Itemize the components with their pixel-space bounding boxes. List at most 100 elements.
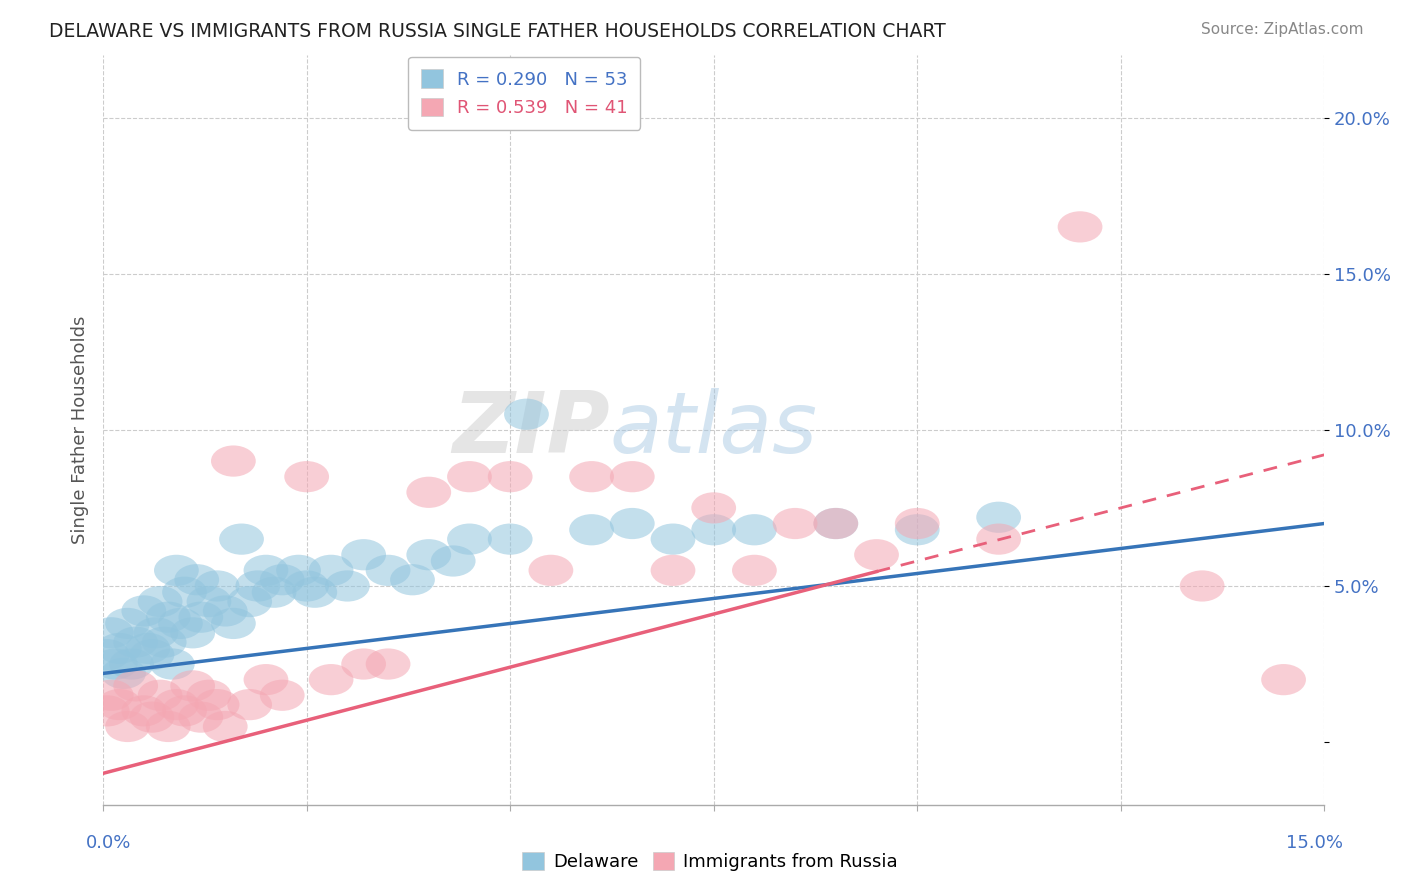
Ellipse shape bbox=[187, 586, 232, 617]
Ellipse shape bbox=[162, 576, 207, 607]
Text: 0.0%: 0.0% bbox=[86, 834, 131, 852]
Ellipse shape bbox=[89, 617, 134, 648]
Ellipse shape bbox=[342, 648, 387, 680]
Ellipse shape bbox=[157, 607, 202, 639]
Ellipse shape bbox=[170, 670, 215, 701]
Ellipse shape bbox=[150, 648, 194, 680]
Ellipse shape bbox=[243, 664, 288, 695]
Ellipse shape bbox=[814, 508, 858, 539]
Ellipse shape bbox=[505, 399, 548, 430]
Ellipse shape bbox=[97, 689, 142, 720]
Ellipse shape bbox=[976, 501, 1021, 533]
Ellipse shape bbox=[194, 570, 239, 601]
Ellipse shape bbox=[260, 680, 305, 711]
Ellipse shape bbox=[1057, 211, 1102, 243]
Y-axis label: Single Father Households: Single Father Households bbox=[72, 316, 89, 544]
Ellipse shape bbox=[366, 555, 411, 586]
Ellipse shape bbox=[138, 586, 183, 617]
Ellipse shape bbox=[309, 555, 353, 586]
Ellipse shape bbox=[110, 648, 155, 680]
Ellipse shape bbox=[1180, 570, 1225, 601]
Ellipse shape bbox=[447, 524, 492, 555]
Ellipse shape bbox=[284, 461, 329, 492]
Ellipse shape bbox=[569, 514, 614, 545]
Text: atlas: atlas bbox=[610, 388, 818, 471]
Ellipse shape bbox=[814, 508, 858, 539]
Ellipse shape bbox=[366, 648, 411, 680]
Ellipse shape bbox=[488, 461, 533, 492]
Ellipse shape bbox=[162, 695, 207, 726]
Ellipse shape bbox=[325, 570, 370, 601]
Ellipse shape bbox=[134, 617, 179, 648]
Ellipse shape bbox=[179, 601, 224, 632]
Ellipse shape bbox=[733, 555, 776, 586]
Ellipse shape bbox=[692, 514, 737, 545]
Ellipse shape bbox=[228, 586, 271, 617]
Legend: Delaware, Immigrants from Russia: Delaware, Immigrants from Russia bbox=[515, 845, 905, 879]
Ellipse shape bbox=[93, 648, 138, 680]
Ellipse shape bbox=[121, 695, 166, 726]
Ellipse shape bbox=[114, 670, 157, 701]
Ellipse shape bbox=[194, 689, 239, 720]
Ellipse shape bbox=[235, 570, 280, 601]
Text: Source: ZipAtlas.com: Source: ZipAtlas.com bbox=[1201, 22, 1364, 37]
Ellipse shape bbox=[155, 689, 198, 720]
Ellipse shape bbox=[284, 570, 329, 601]
Ellipse shape bbox=[406, 476, 451, 508]
Ellipse shape bbox=[170, 617, 215, 648]
Text: 15.0%: 15.0% bbox=[1286, 834, 1343, 852]
Text: ZIP: ZIP bbox=[453, 388, 610, 471]
Ellipse shape bbox=[219, 524, 264, 555]
Ellipse shape bbox=[146, 601, 191, 632]
Ellipse shape bbox=[529, 555, 574, 586]
Ellipse shape bbox=[610, 461, 655, 492]
Ellipse shape bbox=[243, 555, 288, 586]
Ellipse shape bbox=[89, 680, 134, 711]
Ellipse shape bbox=[309, 664, 353, 695]
Ellipse shape bbox=[202, 711, 247, 742]
Ellipse shape bbox=[211, 445, 256, 476]
Ellipse shape bbox=[187, 680, 232, 711]
Ellipse shape bbox=[155, 555, 198, 586]
Ellipse shape bbox=[84, 639, 129, 670]
Ellipse shape bbox=[211, 607, 256, 639]
Ellipse shape bbox=[97, 632, 142, 664]
Ellipse shape bbox=[276, 555, 321, 586]
Ellipse shape bbox=[121, 595, 166, 626]
Ellipse shape bbox=[105, 711, 150, 742]
Ellipse shape bbox=[1261, 664, 1306, 695]
Ellipse shape bbox=[894, 508, 939, 539]
Ellipse shape bbox=[430, 545, 475, 576]
Ellipse shape bbox=[651, 524, 696, 555]
Ellipse shape bbox=[174, 564, 219, 595]
Ellipse shape bbox=[447, 461, 492, 492]
Ellipse shape bbox=[84, 695, 129, 726]
Ellipse shape bbox=[569, 461, 614, 492]
Ellipse shape bbox=[610, 508, 655, 539]
Ellipse shape bbox=[125, 632, 170, 664]
Ellipse shape bbox=[146, 711, 191, 742]
Ellipse shape bbox=[389, 564, 434, 595]
Ellipse shape bbox=[853, 539, 898, 570]
Ellipse shape bbox=[101, 657, 146, 689]
Ellipse shape bbox=[894, 514, 939, 545]
Ellipse shape bbox=[228, 689, 271, 720]
Ellipse shape bbox=[179, 701, 224, 732]
Ellipse shape bbox=[129, 639, 174, 670]
Ellipse shape bbox=[138, 680, 183, 711]
Ellipse shape bbox=[292, 576, 337, 607]
Ellipse shape bbox=[342, 539, 387, 570]
Ellipse shape bbox=[129, 701, 174, 732]
Ellipse shape bbox=[773, 508, 817, 539]
Ellipse shape bbox=[651, 555, 696, 586]
Ellipse shape bbox=[406, 539, 451, 570]
Ellipse shape bbox=[692, 492, 737, 524]
Legend: R = 0.290   N = 53, R = 0.539   N = 41: R = 0.290 N = 53, R = 0.539 N = 41 bbox=[408, 57, 640, 129]
Ellipse shape bbox=[488, 524, 533, 555]
Ellipse shape bbox=[252, 576, 297, 607]
Ellipse shape bbox=[142, 626, 187, 657]
Ellipse shape bbox=[260, 564, 305, 595]
Ellipse shape bbox=[202, 595, 247, 626]
Ellipse shape bbox=[733, 514, 776, 545]
Text: DELAWARE VS IMMIGRANTS FROM RUSSIA SINGLE FATHER HOUSEHOLDS CORRELATION CHART: DELAWARE VS IMMIGRANTS FROM RUSSIA SINGL… bbox=[49, 22, 946, 41]
